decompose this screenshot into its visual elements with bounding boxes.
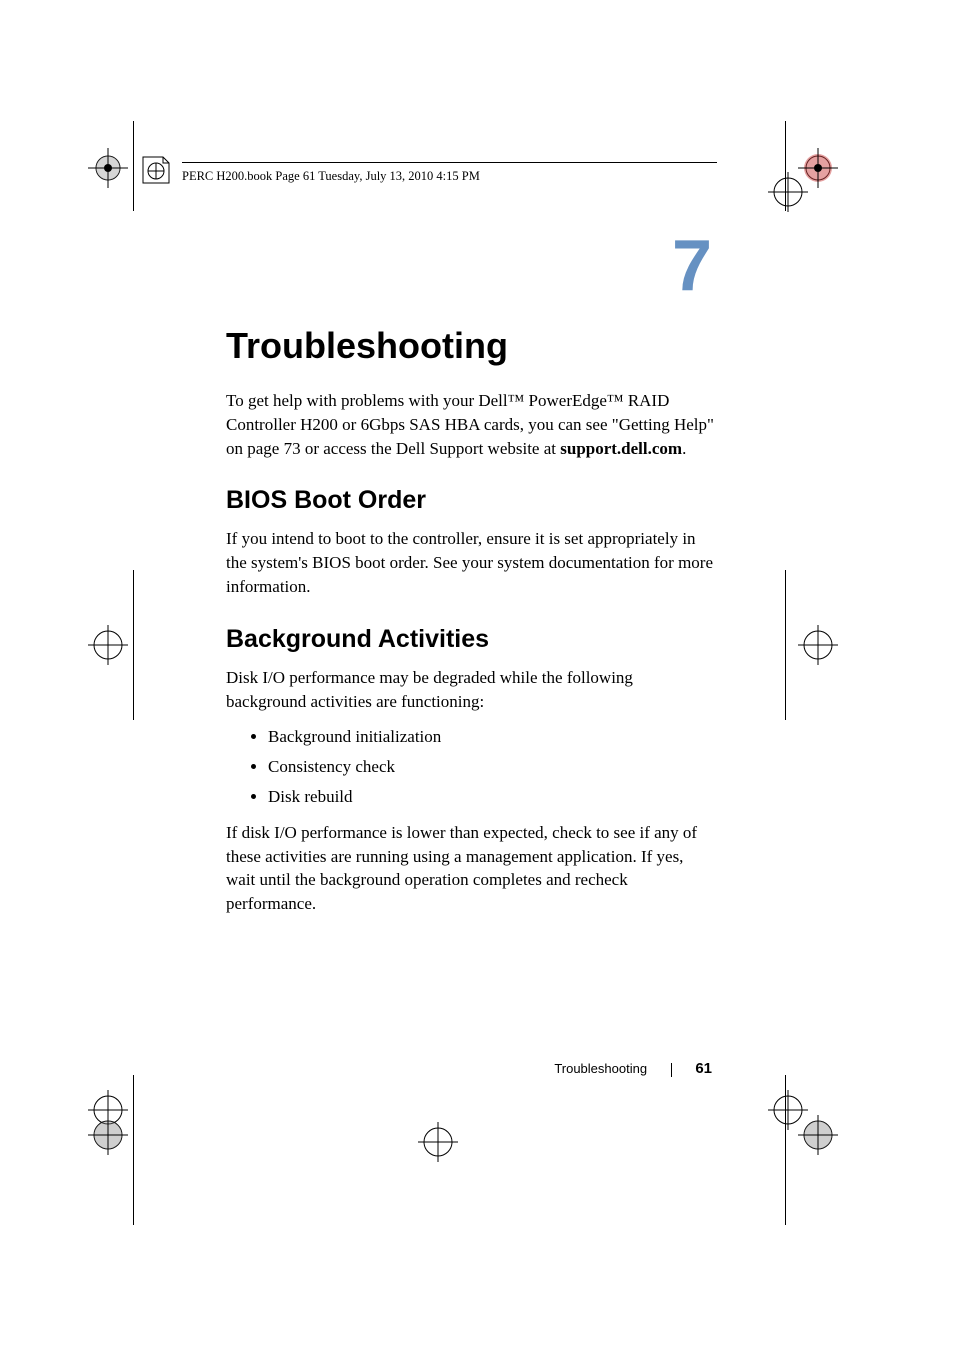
- page-content: Troubleshooting To get help with problem…: [226, 325, 716, 928]
- registration-mark-icon: [798, 1115, 838, 1155]
- list-item: Background initialization: [268, 725, 716, 749]
- section2-body2: If disk I/O performance is lower than ex…: [226, 821, 716, 916]
- footer-label: Troubleshooting: [554, 1061, 647, 1076]
- registration-mark-icon: [88, 148, 128, 188]
- section2-body1: Disk I/O performance may be degraded whi…: [226, 666, 716, 714]
- page-title: Troubleshooting: [226, 325, 716, 367]
- registration-mark-icon: [88, 1115, 128, 1155]
- section1-body: If you intend to boot to the controller,…: [226, 527, 716, 598]
- intro-bold: support.dell.com: [560, 439, 682, 458]
- crop-line: [133, 570, 134, 720]
- footer-divider: [671, 1063, 672, 1077]
- bullet-list: Background initialization Consistency ch…: [226, 725, 716, 808]
- intro-paragraph: To get help with problems with your Dell…: [226, 389, 716, 460]
- crop-line: [785, 570, 786, 720]
- registration-mark-icon: [88, 625, 128, 665]
- registration-mark-icon: [798, 625, 838, 665]
- page-footer: Troubleshooting 61: [554, 1060, 712, 1077]
- section-heading-background: Background Activities: [226, 625, 716, 654]
- registration-mark-icon: [768, 172, 808, 212]
- chapter-number: 7: [672, 225, 712, 307]
- list-item: Consistency check: [268, 755, 716, 779]
- page-number: 61: [695, 1060, 712, 1077]
- crop-line: [133, 1075, 134, 1225]
- header-rule: [182, 162, 717, 163]
- registration-mark-icon: [418, 1122, 458, 1162]
- header-text: PERC H200.book Page 61 Tuesday, July 13,…: [182, 169, 480, 184]
- intro-text-after: .: [682, 439, 686, 458]
- list-item: Disk rebuild: [268, 785, 716, 809]
- page-fold-icon: [141, 155, 171, 185]
- crop-line: [133, 121, 134, 211]
- section-heading-bios: BIOS Boot Order: [226, 486, 716, 515]
